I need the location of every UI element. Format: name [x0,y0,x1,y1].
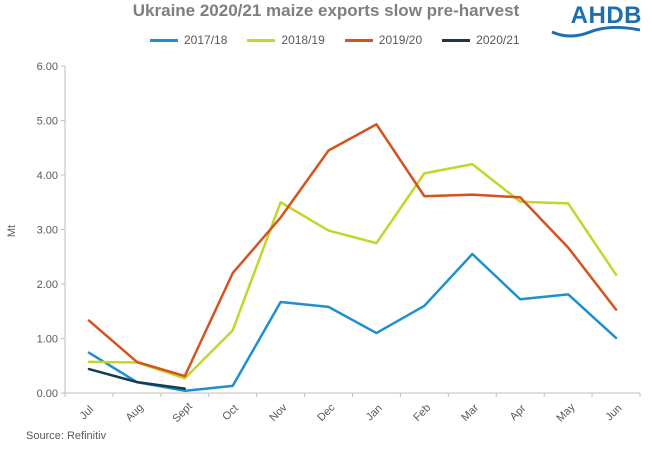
legend-item: 2018/19 [247,33,325,47]
y-tick-label: 6.00 [37,61,58,73]
x-tick-label: Feb [411,402,433,424]
legend-item: 2019/20 [344,33,423,47]
x-tick-label: Sept [170,401,194,425]
x-tick-label: Aug [124,402,146,424]
x-tick-label: Apr [508,402,529,423]
legend-label: 2017/18 [184,33,228,47]
y-tick-label: 0.00 [37,388,58,400]
series-line-2020-21 [87,367,187,390]
x-tick-label: Jun [603,402,624,423]
x-tick-label: Jul [78,404,96,422]
legend-label: 2020/21 [476,33,520,47]
y-tick-label: 4.00 [37,170,58,182]
x-tick-label: May [554,401,578,425]
legend-item: 2020/21 [442,33,520,47]
x-tick-label: Nov [267,401,290,424]
x-tick-label: Mar [459,402,481,424]
x-tick-label: Dec [315,401,338,424]
series-line-2017-18 [87,252,618,393]
x-tick-label: Oct [220,403,241,424]
legend-swatch [344,38,373,42]
logo-text: AHDB [570,2,642,29]
source-note: Source: Refinitiv [26,430,107,442]
series-line-2019-20 [87,123,618,378]
y-tick-label: 5.00 [37,116,58,128]
y-tick-label: 2.00 [37,279,58,291]
logo-wave-icon [551,26,641,38]
legend: 2017/18 2018/19 2019/20 2020/21 [150,33,540,47]
y-tick-label: 1.00 [37,334,58,346]
y-tick-label: 3.00 [37,225,58,237]
legend-swatch [247,38,276,42]
x-tick-label: Jan [364,402,385,423]
ahdb-logo: AHDB [550,2,642,40]
legend-swatch [442,38,471,42]
chart-title: Ukraine 2020/21 maize exports slow pre-h… [132,1,520,20]
series-line-2018-19 [87,162,618,380]
legend-label: 2018/19 [281,33,325,47]
legend-swatch [150,38,178,42]
legend-label: 2019/20 [378,33,423,47]
y-axis-label: Mt [6,225,18,237]
legend-item: 2017/18 [150,33,227,47]
